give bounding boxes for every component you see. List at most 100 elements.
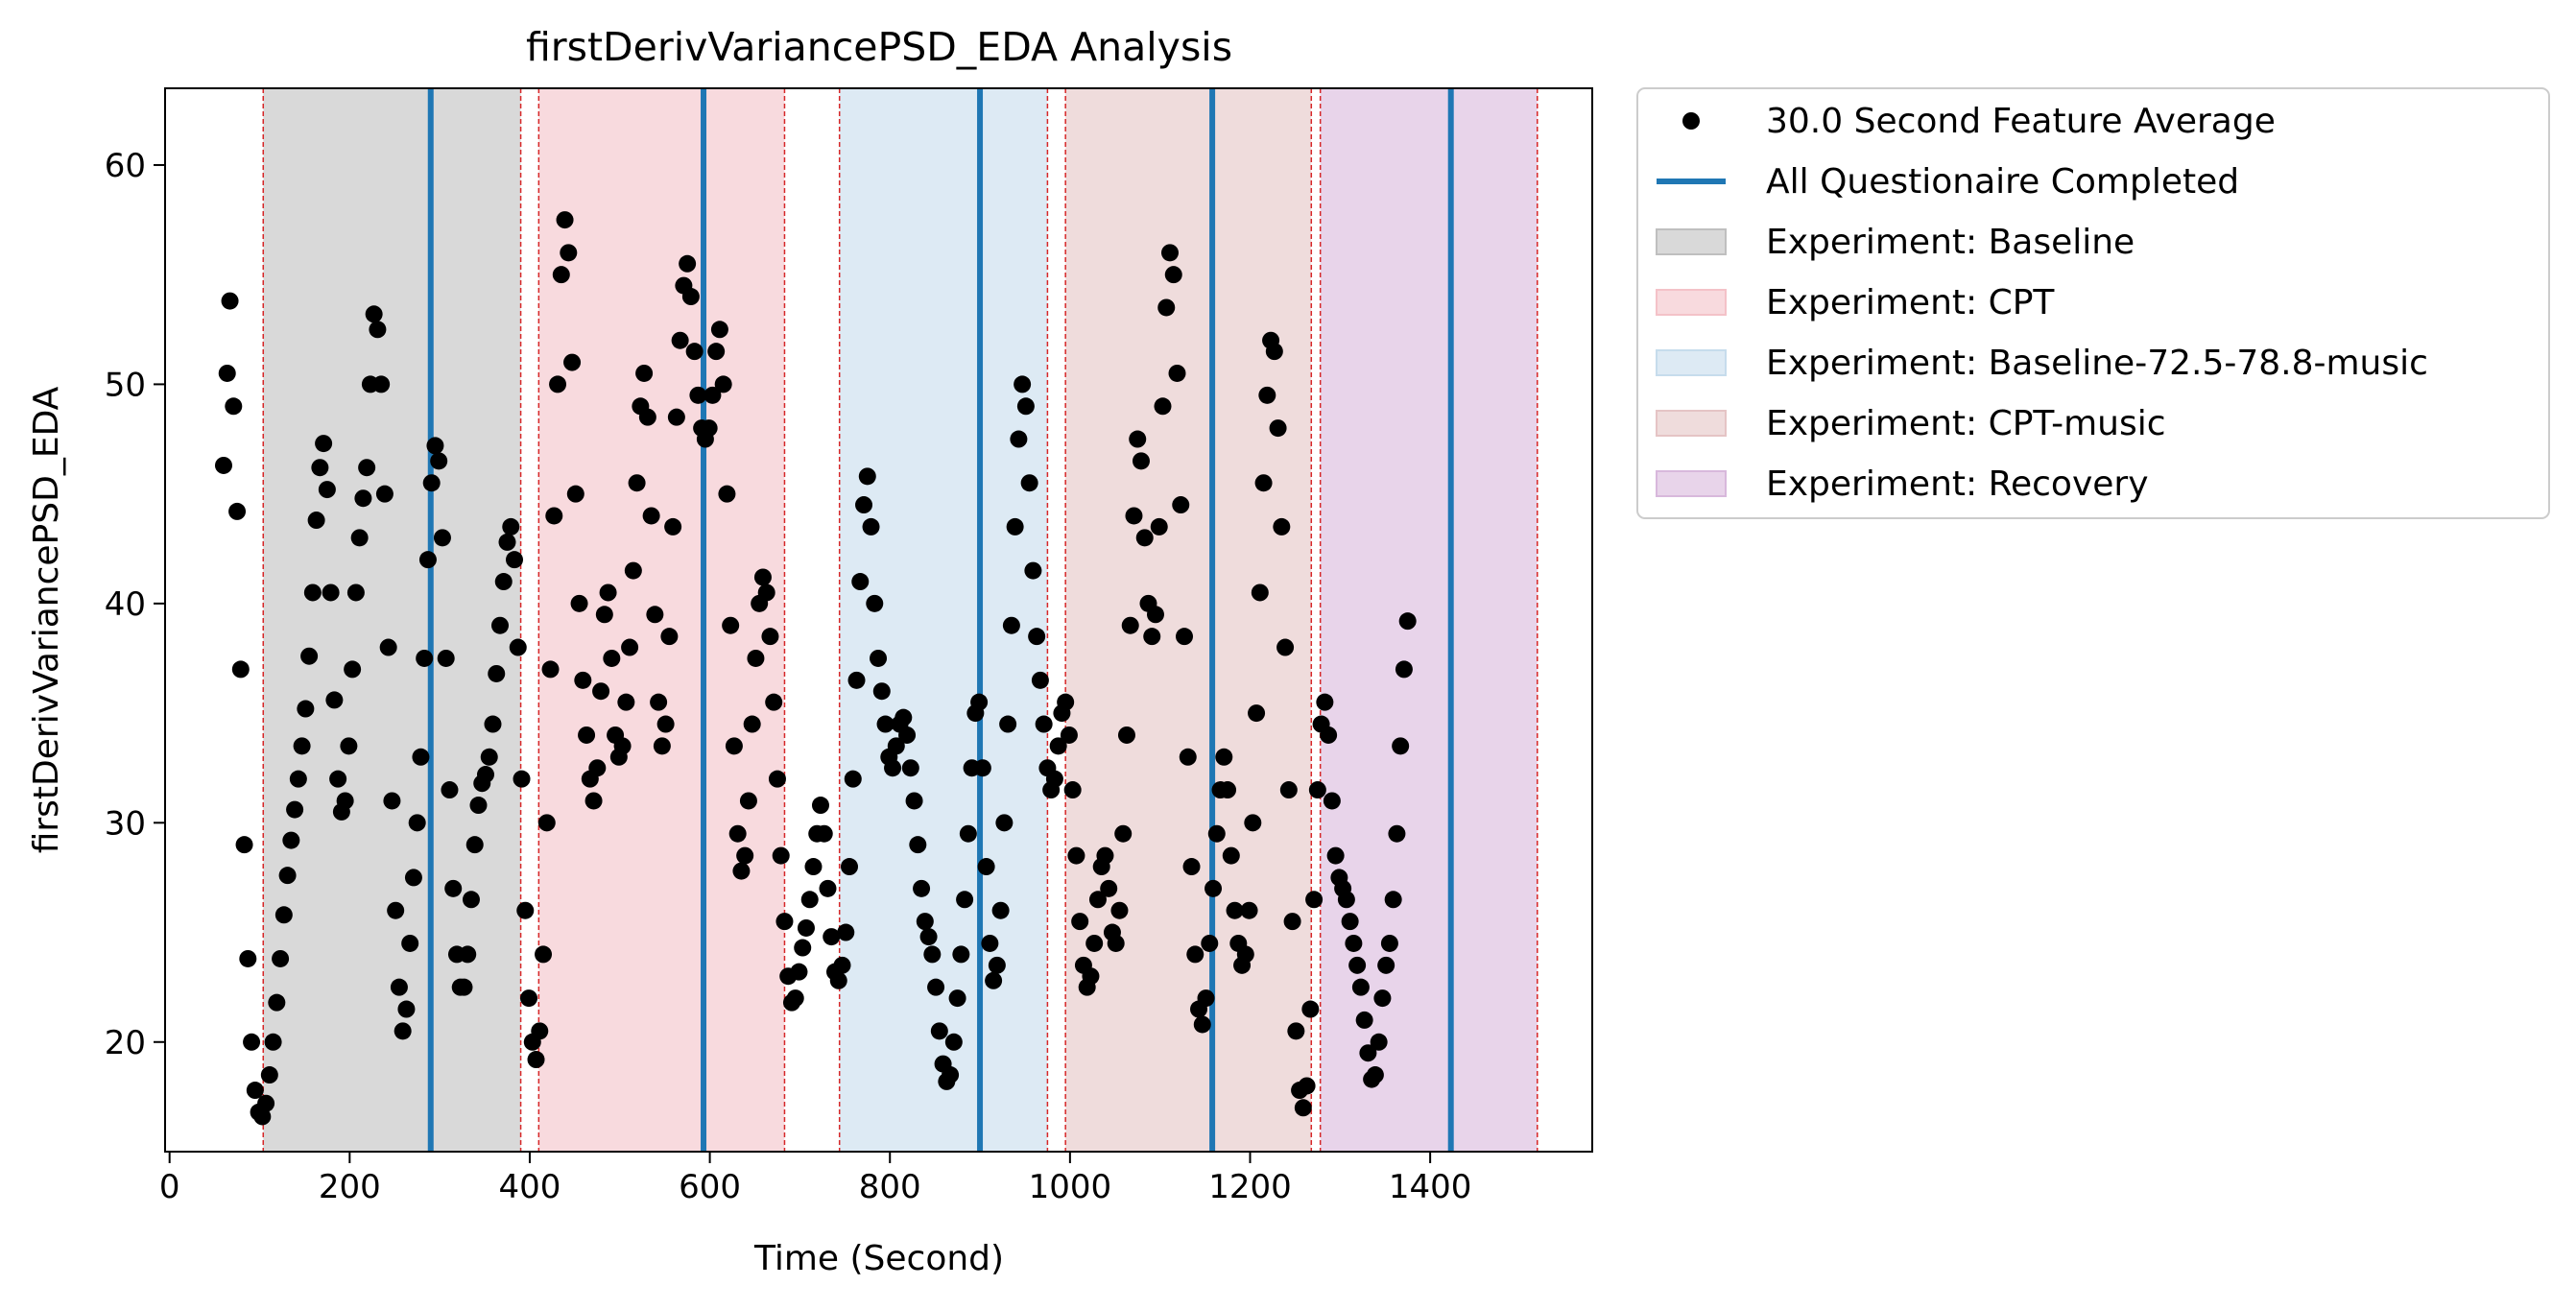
data-point <box>433 529 451 547</box>
data-point <box>681 288 700 306</box>
data-point <box>344 660 362 679</box>
y-tick-label: 20 <box>105 1024 146 1062</box>
data-point <box>667 408 685 426</box>
data-point <box>1201 934 1219 952</box>
data-point <box>1265 343 1283 361</box>
data-point <box>1236 945 1254 964</box>
data-point <box>455 978 473 996</box>
data-point <box>1182 858 1201 876</box>
data-point <box>416 649 434 667</box>
data-point <box>556 211 574 229</box>
data-point <box>671 331 689 349</box>
span-4 <box>1320 88 1538 1152</box>
data-point <box>390 978 408 996</box>
data-point <box>444 879 463 897</box>
data-point <box>260 1066 278 1084</box>
data-point <box>985 971 1003 989</box>
data-point <box>1345 934 1363 952</box>
data-point <box>1388 824 1406 843</box>
data-point <box>1172 496 1190 514</box>
data-point <box>646 606 664 624</box>
x-tick-label: 400 <box>499 1168 561 1206</box>
data-point <box>660 628 679 646</box>
data-point <box>887 737 905 755</box>
data-point <box>797 918 815 937</box>
data-point <box>469 797 488 815</box>
data-point <box>404 869 422 887</box>
data-point <box>1240 901 1258 919</box>
data-point <box>527 1051 545 1069</box>
data-point <box>336 792 354 810</box>
data-point <box>919 928 938 946</box>
x-axis: 0 200 400 600 800 1000 1200 1400 <box>159 1152 1471 1206</box>
data-point <box>707 343 726 361</box>
data-point <box>465 836 484 854</box>
data-point <box>235 836 253 854</box>
data-point <box>264 1033 282 1051</box>
data-point <box>714 375 732 393</box>
data-point <box>909 836 927 854</box>
data-point <box>1373 989 1392 1008</box>
data-point <box>1010 430 1028 448</box>
data-point <box>418 551 437 569</box>
data-point <box>995 814 1014 832</box>
data-point <box>948 989 966 1008</box>
data-point <box>1351 978 1370 996</box>
data-point <box>1205 879 1223 897</box>
data-point <box>685 343 704 361</box>
data-point <box>1384 891 1402 909</box>
data-point <box>401 934 419 952</box>
data-point <box>1294 1099 1312 1117</box>
data-point <box>1276 638 1295 656</box>
data-point <box>1366 1066 1384 1084</box>
data-point <box>325 691 344 709</box>
data-point <box>1226 901 1244 919</box>
data-point <box>1016 397 1035 416</box>
legend-label: Experiment: CPT <box>1766 283 2055 322</box>
data-point <box>1110 901 1129 919</box>
data-point <box>679 254 697 273</box>
data-point <box>315 435 333 453</box>
data-point <box>650 693 668 711</box>
data-point <box>350 529 369 547</box>
data-point <box>621 638 639 656</box>
data-point <box>488 664 506 682</box>
data-point <box>1157 298 1176 317</box>
data-point <box>422 474 441 492</box>
data-point <box>855 496 873 514</box>
data-point <box>1143 628 1161 646</box>
data-point <box>872 682 891 701</box>
data-point <box>1132 452 1150 470</box>
y-axis: 20 30 40 50 60 <box>105 147 165 1062</box>
data-point <box>913 879 931 897</box>
data-point <box>1215 748 1233 766</box>
data-point <box>999 715 1017 733</box>
data-point <box>844 770 862 788</box>
data-point <box>1060 726 1078 744</box>
data-point <box>307 512 325 530</box>
data-point <box>1045 770 1063 788</box>
data-point <box>459 945 477 964</box>
data-point <box>1207 824 1226 843</box>
data-point <box>942 1066 960 1084</box>
y-axis-label: firstDerivVariancePSD_EDA <box>27 386 66 853</box>
data-point <box>628 474 646 492</box>
data-point <box>274 906 293 924</box>
data-point <box>656 715 675 733</box>
data-point <box>412 748 430 766</box>
data-point <box>437 649 455 667</box>
data-point <box>1258 386 1276 404</box>
data-point <box>988 956 1006 974</box>
data-point <box>595 606 613 624</box>
data-point <box>365 305 383 323</box>
data-point <box>566 485 584 503</box>
data-point <box>1020 474 1038 492</box>
legend-patch-icon <box>1656 228 1727 255</box>
data-point <box>340 737 358 755</box>
data-point <box>552 266 570 284</box>
x-tick-label: 1200 <box>1208 1168 1292 1206</box>
y-tick-label: 40 <box>105 585 146 624</box>
data-point <box>819 879 837 897</box>
data-point <box>494 573 513 591</box>
data-point <box>1129 430 1147 448</box>
